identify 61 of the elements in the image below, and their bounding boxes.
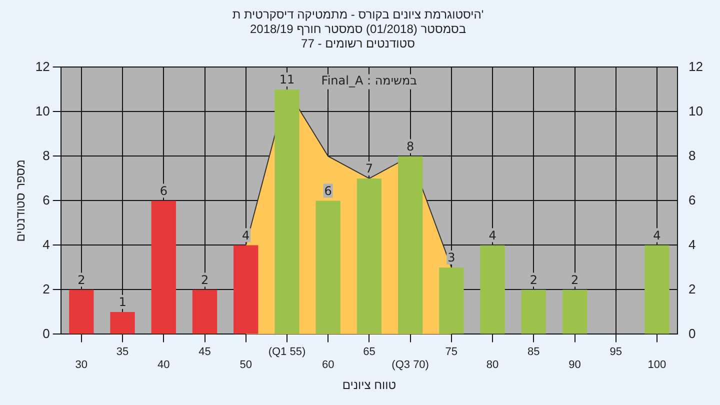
y-tick-label: 6 (42, 192, 50, 208)
data-label: 8 (406, 139, 414, 154)
y2-tick-label: 4 (688, 236, 696, 252)
y-tick-label: 10 (35, 103, 50, 118)
bar (521, 290, 546, 334)
data-label: 3 (448, 250, 456, 265)
x-tick-label: 65 (363, 346, 376, 358)
x-tick-label: 100 (648, 359, 666, 372)
bar (316, 200, 340, 334)
x-tick-label: (Q1 55) (268, 346, 306, 358)
y2-tick-label: 8 (688, 148, 696, 163)
data-label: 4 (242, 228, 250, 242)
y-axis-title: מספר סטודנטים (14, 160, 28, 242)
y2-tick-label: 2 (688, 281, 696, 296)
y2-tick-label: 10 (688, 103, 704, 118)
data-label: 4 (488, 228, 496, 242)
bar (644, 245, 670, 334)
bar (69, 290, 94, 334)
data-label: 2 (78, 272, 86, 287)
y2-tick-label: 0 (688, 326, 696, 341)
data-label: 6 (324, 184, 332, 198)
y-tick-label: 4 (42, 236, 50, 252)
data-label: 2 (570, 272, 579, 287)
y-tick-label: 12 (35, 58, 50, 74)
x-tick-label: (Q3 70) (392, 359, 429, 372)
x-tick-label: 85 (528, 346, 540, 358)
bar (562, 290, 588, 334)
x-tick-label: 50 (240, 359, 252, 372)
x-tick-label: 40 (158, 359, 170, 372)
bar (234, 245, 258, 334)
y-tick-label: 8 (42, 148, 50, 163)
data-label: 1 (118, 295, 126, 310)
x-tick-label: 45 (198, 346, 211, 358)
y2-tick-label: 12 (688, 58, 704, 74)
x-tick-label: 90 (568, 359, 581, 372)
data-label: 2 (530, 272, 538, 287)
data-label: 2 (200, 272, 209, 287)
bar (274, 89, 300, 334)
bar (480, 245, 505, 334)
x-axis-title: טווח ציונים (342, 378, 396, 392)
data-label: 4 (653, 228, 661, 242)
x-tick-label: 60 (322, 359, 334, 372)
data-label: 6 (160, 184, 168, 198)
data-label: 7 (365, 162, 374, 176)
y2-tick-label: 6 (688, 192, 696, 208)
x-tick-label: 75 (445, 346, 458, 358)
bar (398, 156, 423, 334)
annotation: במשימה : Final_A (321, 73, 418, 88)
data-label: 11 (279, 72, 295, 87)
bar (151, 200, 176, 334)
bar (356, 178, 382, 334)
x-tick-label: 95 (610, 346, 622, 358)
y-tick-label: 0 (42, 326, 50, 341)
x-tick-label: 35 (116, 346, 129, 358)
x-tick-label: 30 (75, 359, 88, 372)
bar (192, 290, 218, 334)
chart-title: היסטוגרמת ציונים בקורס - מתמטיקה דיסקרטית ת' בסמסטר (01/2018) סמסטר חורף 2018/19 סטודנטים רשומים - 77 (232, 8, 484, 50)
x-tick-label: 80 (486, 359, 499, 372)
bar (110, 312, 135, 334)
y-tick-label: 2 (42, 281, 50, 296)
bar (439, 267, 464, 334)
